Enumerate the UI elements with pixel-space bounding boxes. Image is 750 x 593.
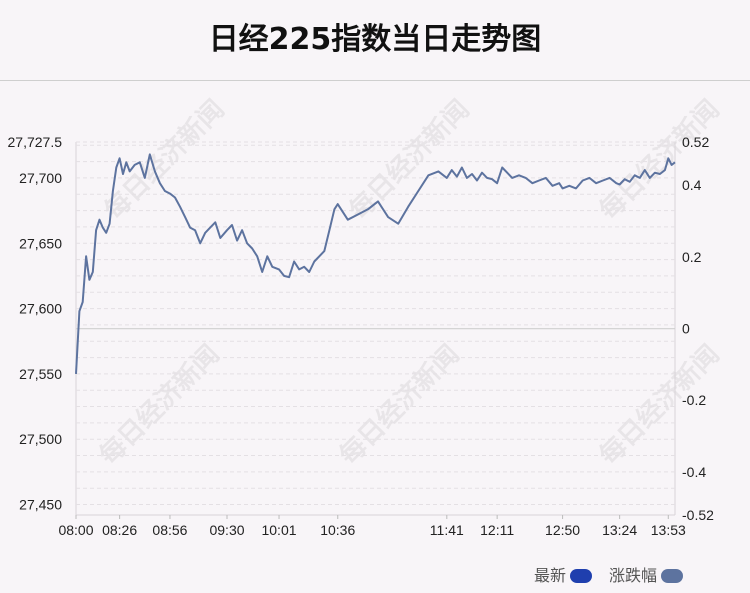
title-divider <box>0 80 750 81</box>
chart-title: 日经225指数当日走势图 <box>208 22 542 57</box>
x-tick-label: 11:41 <box>430 522 464 538</box>
x-tick-label: 08:26 <box>102 522 137 538</box>
legend-latest[interactable]: 最新 <box>534 562 593 586</box>
y-right-tick-label: 0 <box>682 321 690 337</box>
x-tick-label: 08:00 <box>58 522 93 538</box>
x-tick-label: 12:11 <box>480 522 514 538</box>
legend-latest-label: 最新 <box>534 566 567 585</box>
y-right-tick-label: 0.4 <box>682 177 702 193</box>
y-right-tick-label: -0.52 <box>682 507 714 523</box>
y-left-tick-label: 27,700 <box>19 170 62 186</box>
y-right-tick-label: -0.4 <box>682 464 706 480</box>
x-tick-label: 13:53 <box>651 522 686 538</box>
y-left-tick-label: 27,600 <box>19 301 62 317</box>
y-left-tick-label: 27,727.5 <box>8 134 63 150</box>
y-left-tick-label: 27,450 <box>19 497 62 513</box>
legend-change-label: 涨跌幅 <box>609 566 658 585</box>
y-left-tick-label: 27,500 <box>19 431 62 447</box>
y-left-tick-label: 27,650 <box>19 235 62 251</box>
y-right-tick-label: 0.52 <box>682 134 709 150</box>
index-line <box>75 153 676 374</box>
y-right-tick-label: 0.2 <box>682 249 702 265</box>
x-tick-label: 12:50 <box>545 522 580 538</box>
x-tick-label: 10:36 <box>320 522 355 538</box>
y-right-tick-label: -0.2 <box>682 392 706 408</box>
legend-change-swatch <box>661 569 684 583</box>
x-tick-label: 10:01 <box>261 522 296 538</box>
x-tick-label: 09:30 <box>209 522 244 538</box>
y-left-tick-label: 27,550 <box>19 366 62 382</box>
x-tick-label: 08:56 <box>152 522 187 538</box>
x-tick-label: 13:24 <box>602 522 637 538</box>
legend-latest-swatch <box>570 569 593 583</box>
legend-change[interactable]: 涨跌幅 <box>609 562 684 586</box>
